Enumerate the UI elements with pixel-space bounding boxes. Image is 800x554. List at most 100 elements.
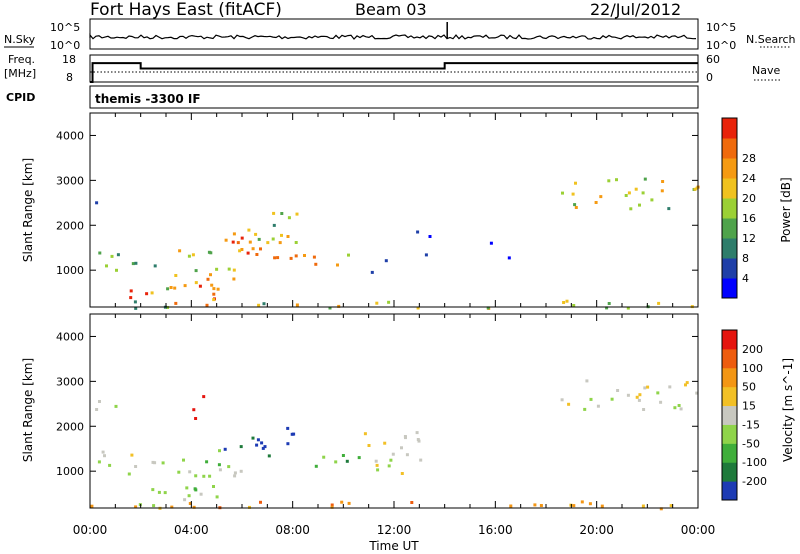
data-cell (183, 284, 187, 288)
data-cell (212, 292, 216, 296)
data-cell (239, 445, 243, 449)
colorbar-tick-label: 200 (742, 343, 763, 356)
velocity-panel (90, 379, 699, 511)
data-cell (232, 277, 236, 281)
data-cell (660, 189, 664, 193)
data-cell (312, 255, 316, 259)
data-cell (215, 267, 219, 271)
data-cell (224, 238, 228, 242)
data-cell (624, 194, 628, 197)
data-cell (145, 292, 149, 296)
data-cell (231, 240, 235, 244)
data-cell (685, 381, 689, 385)
data-cell (199, 492, 203, 496)
frequency-step-line (90, 62, 698, 83)
data-cell (232, 232, 236, 236)
data-cell (330, 503, 334, 507)
data-cell (629, 207, 633, 211)
data-cell (223, 447, 227, 451)
data-cell (572, 504, 576, 508)
data-cell (194, 269, 198, 273)
data-cell (263, 445, 267, 449)
data-cell (280, 233, 283, 237)
data-cell (134, 465, 138, 468)
data-cell (194, 281, 198, 285)
colorbar-segment (722, 462, 737, 482)
colorbar-tick-label: 50 (742, 381, 756, 394)
colorbar-tick-label: 20 (742, 192, 756, 205)
colorbar-tick-label: -15 (742, 418, 760, 431)
data-cell (251, 247, 255, 251)
data-cell (157, 490, 161, 494)
data-cell (562, 301, 566, 304)
cpid-strip-frame (89, 85, 699, 109)
data-cell (287, 216, 291, 220)
data-cell (384, 259, 388, 263)
data-cell (659, 507, 663, 511)
cpid-value: themis -3300 IF (95, 92, 201, 106)
colorbar-tick-label: 24 (742, 172, 756, 185)
data-cell (594, 201, 598, 204)
data-cell (641, 504, 645, 508)
data-cell (194, 417, 198, 420)
colorbar-tick-label: -100 (742, 456, 767, 469)
data-cell (152, 504, 156, 508)
data-cell (212, 298, 216, 302)
data-cell (294, 254, 298, 258)
data-cell (239, 469, 243, 473)
data-cell (292, 432, 296, 436)
data-cell (174, 301, 178, 305)
colorbar-segment (722, 348, 737, 369)
data-cell (695, 391, 699, 395)
data-cell (238, 249, 242, 253)
data-cell (643, 386, 647, 390)
data-cell (679, 407, 683, 411)
colorbar-segment (722, 481, 737, 501)
data-cell (626, 306, 630, 310)
data-cell (387, 300, 391, 304)
colorbar-segment (722, 118, 737, 139)
noise-strip-frame (89, 18, 699, 50)
data-cell (251, 436, 255, 440)
colorbar-segment (722, 278, 737, 299)
data-cell (169, 286, 173, 289)
data-cell (583, 407, 587, 411)
noise-tick-right-bottom: 10^0 (706, 39, 736, 52)
colorbar-segment (722, 330, 737, 350)
data-cell (677, 404, 681, 407)
y-tick-label: 1000 (56, 264, 84, 277)
data-cell (572, 304, 576, 307)
data-cell (376, 468, 380, 472)
data-cell (650, 198, 654, 202)
colorbar-tick-label: -200 (742, 475, 767, 488)
data-cell (375, 463, 379, 467)
data-cell (130, 453, 134, 457)
colorbar-segment (722, 218, 737, 239)
velocity-ylabel: Slant Range [km] (21, 358, 35, 462)
data-cell (115, 268, 118, 272)
data-cell (262, 302, 266, 306)
data-cell (589, 397, 593, 401)
data-cell (259, 500, 262, 504)
data-cell (669, 504, 673, 508)
data-cell (489, 241, 493, 245)
colorbar-tick-label: 100 (742, 362, 763, 375)
y-tick-label: 1000 (56, 465, 84, 478)
data-cell (605, 306, 609, 310)
data-cell (188, 470, 192, 474)
data-cell (209, 273, 212, 277)
power-panel (95, 177, 700, 310)
data-cell (187, 494, 191, 498)
freq-tick-top: 18 (62, 53, 76, 66)
colorbar-segment (722, 443, 737, 463)
data-cell (286, 235, 290, 238)
data-cell (507, 256, 511, 260)
data-cell (266, 241, 270, 245)
data-cell (375, 301, 379, 305)
data-cell (153, 461, 157, 465)
data-cell (334, 460, 338, 464)
data-cell (133, 300, 137, 304)
colorbar-frame (721, 329, 738, 501)
data-cell (257, 237, 261, 241)
data-cell (173, 286, 177, 290)
